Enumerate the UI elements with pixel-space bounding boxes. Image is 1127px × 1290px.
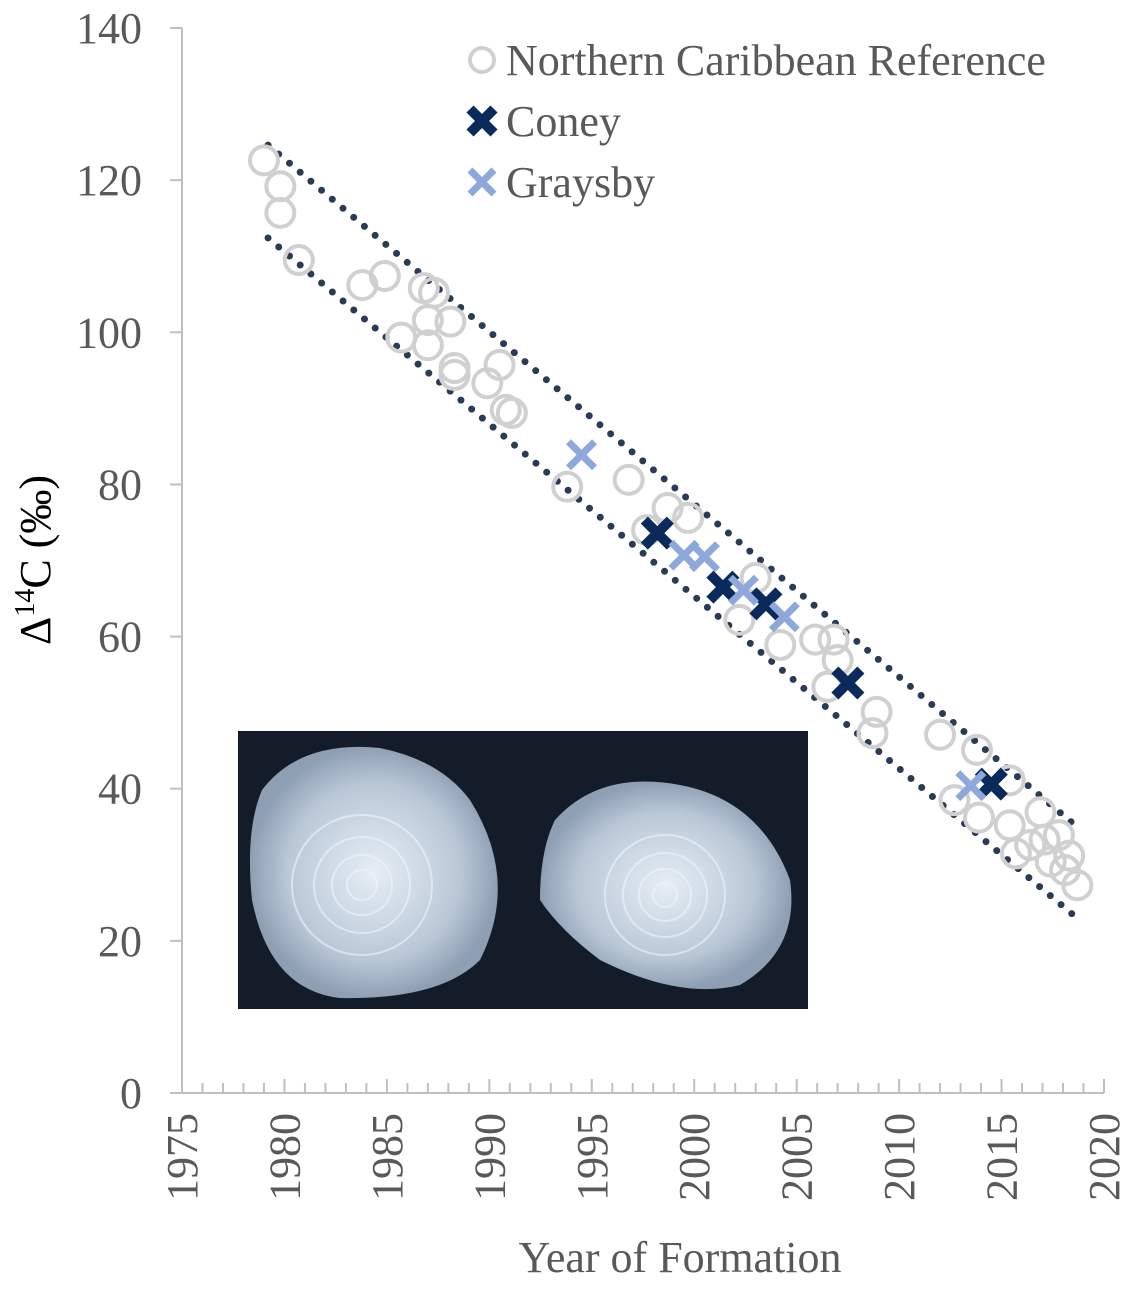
x-tick-label: 2000 — [670, 1113, 719, 1201]
y-title-base: Δ — [11, 617, 60, 645]
y-tick-label: 0 — [120, 1069, 142, 1118]
legend-marker — [470, 109, 494, 133]
y-tick-label: 80 — [98, 460, 142, 509]
reference-point — [926, 721, 954, 749]
x-tick-label: 1985 — [363, 1113, 412, 1201]
reference-point — [387, 324, 415, 352]
x-tick-label: 2005 — [773, 1113, 822, 1201]
y-tick-label: 140 — [76, 4, 142, 53]
x-point — [958, 773, 984, 799]
x-tick-label: 1975 — [158, 1113, 207, 1201]
y-tick-label: 100 — [76, 308, 142, 357]
y-axis-title: Δ14C (‰) — [10, 475, 60, 645]
reference-point — [285, 246, 313, 274]
legend-marker — [470, 170, 494, 194]
y-title-superscript: 14 — [10, 589, 41, 617]
x-axis-title: Year of Formation — [518, 1233, 841, 1282]
x-tick-label: 1990 — [465, 1113, 514, 1201]
reference-point — [250, 146, 278, 174]
y-tick-label: 120 — [76, 156, 142, 205]
y-title-rest: C (‰) — [11, 475, 60, 589]
x-tick-label: 2015 — [978, 1113, 1027, 1201]
y-tick-label: 60 — [98, 613, 142, 662]
legend-label: Coney — [506, 97, 621, 146]
reference-point — [725, 606, 753, 634]
x-tick-label: 2020 — [1080, 1113, 1127, 1201]
legend-label: Graysby — [506, 158, 655, 207]
x-tick-label: 1995 — [568, 1113, 617, 1201]
y-tick-label: 40 — [98, 765, 142, 814]
reference-point — [420, 279, 448, 307]
y-tick-label: 20 — [98, 917, 142, 966]
reference-point — [615, 466, 643, 494]
chart: Year of Formation Δ14C (‰) 0 20 40 60 80 100 1… — [0, 0, 1127, 1290]
x-tick-label: 2010 — [875, 1113, 924, 1201]
legend-label: Northern Caribbean Reference — [506, 36, 1046, 85]
reference-point — [441, 354, 469, 382]
legend-marker — [470, 48, 494, 72]
x-tick-label: 1980 — [260, 1113, 309, 1201]
x-point — [569, 442, 595, 468]
trend-band — [268, 145, 1081, 830]
reference-point — [266, 199, 294, 227]
reference-point — [266, 172, 294, 200]
reference-point — [766, 631, 794, 659]
reference-point — [553, 473, 581, 501]
inset-photo — [238, 731, 808, 1009]
reference-point — [965, 804, 993, 832]
reference-point — [441, 361, 469, 389]
x-point — [691, 544, 717, 570]
